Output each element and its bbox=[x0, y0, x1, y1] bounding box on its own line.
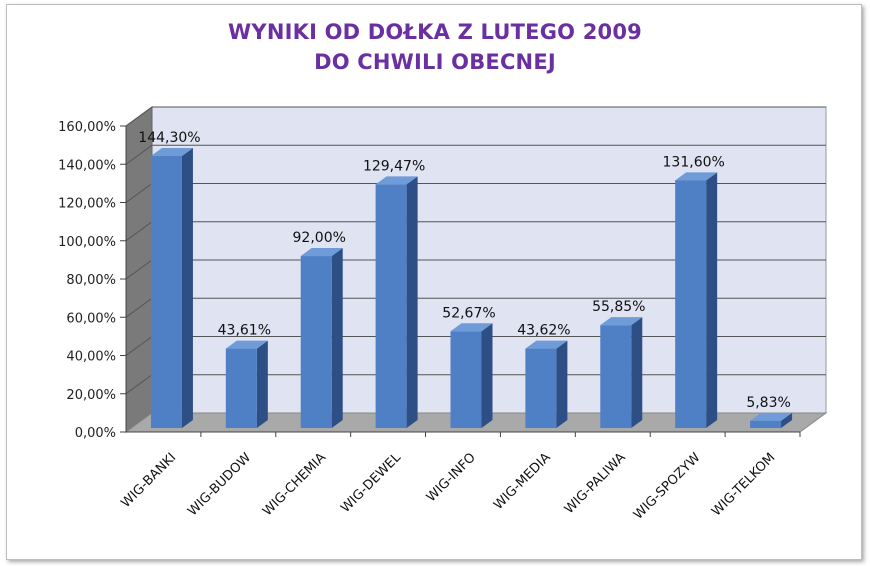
chart-title: WYNIKI OD DOŁKA Z LUTEGO 2009 bbox=[228, 20, 642, 44]
bar-top bbox=[150, 148, 193, 157]
chart-subtitle: DO CHWILI OBECNEJ bbox=[314, 50, 556, 74]
x-tick-label: WIG-MEDIA bbox=[491, 450, 554, 513]
data-label: 92,00% bbox=[293, 230, 346, 246]
bar-top bbox=[675, 172, 718, 181]
data-label: 144,30% bbox=[138, 130, 200, 146]
bar bbox=[150, 156, 182, 428]
bar-side bbox=[556, 340, 568, 428]
bar-top bbox=[450, 323, 493, 332]
bar-top bbox=[750, 412, 793, 421]
bar bbox=[600, 325, 632, 428]
gridline-depth bbox=[125, 259, 153, 280]
x-tick-label: WIG-BANKI bbox=[119, 450, 180, 511]
bar bbox=[675, 180, 707, 428]
y-tick-label: 140,00% bbox=[58, 158, 116, 173]
bar bbox=[375, 184, 407, 428]
bar-side bbox=[181, 148, 193, 428]
bar bbox=[750, 420, 782, 428]
bar-side bbox=[631, 317, 643, 428]
bar-top bbox=[600, 317, 643, 326]
gridline-depth bbox=[125, 221, 153, 242]
data-label: 43,61% bbox=[218, 323, 271, 339]
y-tick-label: 20,00% bbox=[66, 388, 116, 403]
gridline-depth bbox=[125, 144, 153, 165]
x-tick-label: WIG-BUDOW bbox=[185, 450, 254, 519]
bar-side bbox=[706, 172, 718, 428]
y-tick-label: 0,00% bbox=[75, 426, 116, 441]
data-label: 52,67% bbox=[442, 305, 495, 321]
gridline-depth bbox=[125, 106, 153, 127]
gridline-depth bbox=[125, 336, 153, 356]
x-tick-label: WIG-TELKOM bbox=[709, 450, 778, 519]
bar bbox=[225, 348, 257, 428]
data-label: 5,83% bbox=[746, 395, 790, 411]
bar bbox=[300, 256, 332, 428]
bar-side bbox=[481, 323, 493, 428]
gridline-depth bbox=[125, 374, 153, 395]
bar-top bbox=[225, 340, 268, 349]
bar-side bbox=[781, 412, 793, 428]
bar-top bbox=[300, 248, 343, 257]
x-tick-label: WIG-SPOZYW bbox=[631, 450, 704, 523]
data-label: 129,47% bbox=[363, 158, 425, 174]
bar-side bbox=[406, 176, 418, 428]
bar bbox=[525, 348, 557, 428]
y-tick-label: 40,00% bbox=[66, 350, 116, 365]
data-label: 43,62% bbox=[517, 323, 570, 339]
bar-side bbox=[331, 248, 343, 428]
bar bbox=[450, 331, 482, 428]
y-tick-label: 160,00% bbox=[58, 120, 116, 135]
gridline-depth bbox=[125, 297, 153, 318]
gridline-depth bbox=[125, 183, 153, 203]
y-tick-label: 100,00% bbox=[58, 235, 116, 250]
data-label: 131,60% bbox=[663, 154, 725, 170]
bar-side bbox=[256, 340, 268, 428]
data-label: 55,85% bbox=[592, 299, 645, 315]
x-tick-label: WIG-PALIWA bbox=[562, 450, 629, 517]
x-tick-label: WIG-INFO bbox=[424, 450, 479, 505]
x-tick-label: WIG-CHEMIA bbox=[260, 450, 329, 519]
y-tick-label: 60,00% bbox=[66, 311, 116, 326]
y-tick-label: 120,00% bbox=[58, 197, 116, 212]
bar-top bbox=[375, 176, 418, 185]
x-tick-label: WIG-DEWEL bbox=[338, 450, 404, 516]
y-tick-label: 80,00% bbox=[66, 273, 116, 288]
bar-top bbox=[525, 340, 568, 349]
